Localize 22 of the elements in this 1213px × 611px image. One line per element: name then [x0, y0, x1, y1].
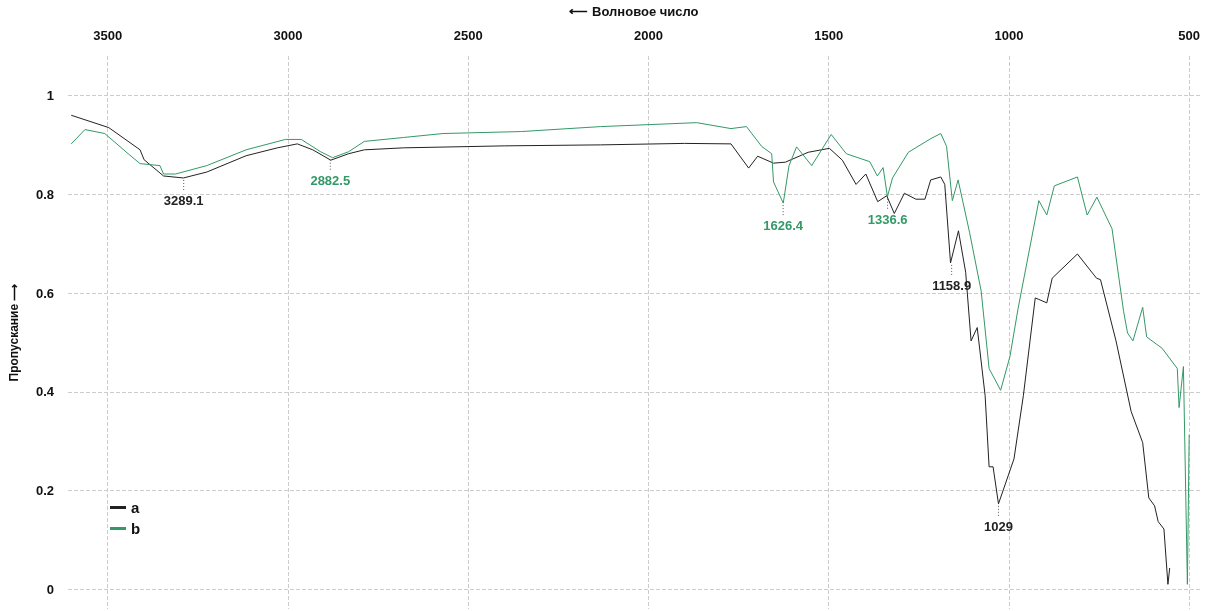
y-tick-label: 0.8 — [35, 186, 54, 202]
y-tick-label: 1 — [46, 88, 54, 103]
y-tick-label: 0.2 — [35, 483, 54, 498]
annotation: 1626.4 — [763, 218, 804, 234]
y-tick-label: 0.6 — [35, 285, 54, 301]
x-tick-label: 3000 — [273, 28, 303, 43]
x-tick-label: 3500 — [93, 28, 123, 43]
x-tick-label: 2500 — [453, 28, 483, 43]
y-tick-label: 0.4 — [35, 384, 55, 400]
annotation: 1029 — [984, 518, 1013, 534]
annotation: 1336.6 — [867, 211, 908, 227]
x-tick-label: 500 — [1178, 28, 1201, 43]
x-axis-title: ⟵ Волновое число — [569, 4, 699, 19]
legend-label: a — [131, 499, 140, 516]
legend-label: b — [131, 520, 141, 537]
x-tick-label: 2000 — [633, 28, 663, 43]
annotation: 2882.5 — [310, 172, 351, 188]
x-tick-label: 1500 — [814, 28, 844, 43]
annotation: 3289.1 — [163, 192, 204, 208]
x-tick-label: 1000 — [994, 28, 1024, 43]
y-axis-title: Пропускание ⟶ — [7, 283, 21, 382]
y-tick-label: 0 — [46, 581, 54, 597]
